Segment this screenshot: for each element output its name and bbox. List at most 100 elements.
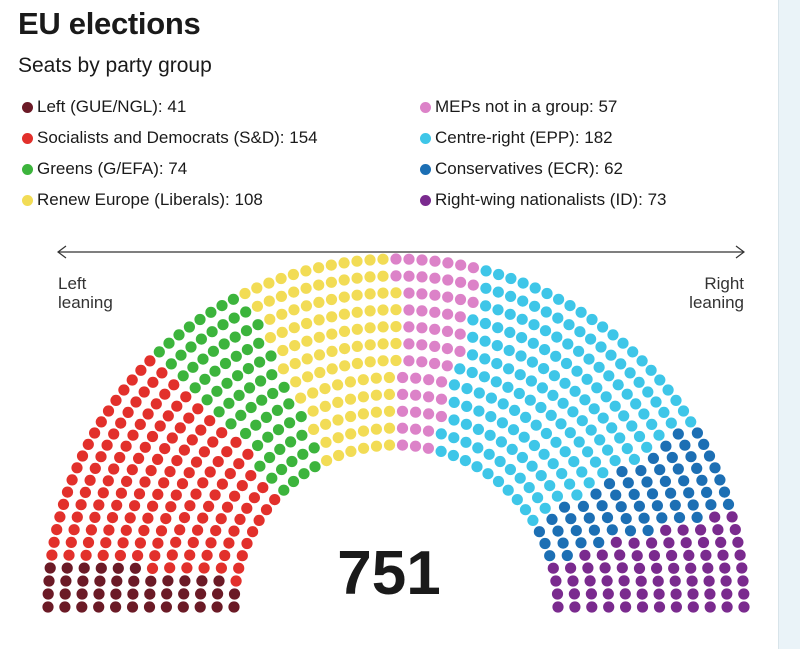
seat-dot xyxy=(435,445,447,457)
legend-swatch xyxy=(22,163,33,175)
seat-dot xyxy=(642,386,654,398)
seat-dot xyxy=(227,293,239,305)
seat-dot xyxy=(234,513,246,525)
seat-dot xyxy=(97,549,109,561)
seat-dot xyxy=(199,373,211,385)
seat-dot xyxy=(679,439,691,451)
seat-dot xyxy=(455,276,467,288)
seat-dot xyxy=(492,322,504,334)
seat-dot xyxy=(605,349,617,361)
legend-label: MEPs not in a group: 57 xyxy=(435,97,618,116)
seat-dot xyxy=(636,588,648,600)
seat-dot xyxy=(568,456,580,468)
seat-dot xyxy=(266,472,278,484)
seat-dot xyxy=(616,466,628,478)
seat-dot xyxy=(364,271,376,283)
seat-dot xyxy=(454,363,466,375)
seat-dot xyxy=(180,391,192,403)
seat-dot xyxy=(298,468,310,480)
seat-dot xyxy=(236,550,248,562)
seat-dot xyxy=(162,575,174,587)
seat-dot xyxy=(704,601,716,613)
seat-dot xyxy=(319,400,331,412)
seat-dot xyxy=(573,436,585,448)
seat-dot xyxy=(590,488,602,500)
seat-dot xyxy=(563,319,575,331)
seat-dot xyxy=(672,463,684,475)
seat-dot xyxy=(551,331,563,343)
seat-dot xyxy=(403,287,415,299)
seat-dot xyxy=(467,296,479,308)
seat-dot xyxy=(603,601,615,613)
seat-dot xyxy=(601,512,614,524)
seat-dot xyxy=(660,524,672,536)
seat-dot xyxy=(120,524,132,536)
seat-dot xyxy=(175,349,187,361)
seat-dot xyxy=(472,442,484,454)
seat-dot xyxy=(216,478,228,490)
seat-dot xyxy=(177,370,189,382)
axis-label-left-text: Left leaning xyxy=(58,274,113,312)
seat-dot xyxy=(528,319,540,331)
seat-dot xyxy=(584,575,596,587)
seat-dot xyxy=(276,463,288,476)
seat-dot xyxy=(441,325,454,337)
seat-dot xyxy=(565,513,577,525)
seat-dot xyxy=(480,300,492,312)
seat-dot xyxy=(606,422,618,434)
seat-dot xyxy=(448,396,460,408)
seat-dot xyxy=(377,355,389,367)
seat-dot xyxy=(144,588,156,600)
seat-dot xyxy=(269,494,281,506)
seat-dot xyxy=(422,442,434,454)
seat-dot xyxy=(144,355,156,367)
seat-dot xyxy=(403,321,415,333)
seat-dot xyxy=(656,512,668,524)
legend-item-greens: Greens (G/EFA): 74 xyxy=(22,159,187,179)
seat-dot xyxy=(491,340,503,352)
seat-dot xyxy=(44,562,56,574)
seat-dot xyxy=(152,453,164,465)
seat-dot xyxy=(535,401,547,414)
seat-dot xyxy=(485,392,497,404)
seat-dot xyxy=(447,449,459,462)
seat-dot xyxy=(560,357,573,370)
seat-dot xyxy=(111,499,123,511)
legend-swatch xyxy=(420,132,431,144)
seat-dot xyxy=(300,300,312,312)
seat-dot xyxy=(150,398,162,410)
seat-dot xyxy=(720,575,732,587)
seat-dot xyxy=(217,319,229,331)
seat-dot xyxy=(691,462,703,474)
seat-dot xyxy=(210,525,222,537)
seat-dot xyxy=(467,331,479,343)
seat-dot xyxy=(277,344,289,357)
seat-dot xyxy=(245,401,257,414)
seat-dot xyxy=(718,486,731,498)
seat-dot xyxy=(633,376,645,388)
seat-dot xyxy=(695,524,707,536)
seat-dot xyxy=(190,488,202,500)
seat-dot xyxy=(526,356,539,368)
seat-dot xyxy=(89,511,101,523)
seat-dot xyxy=(390,304,402,316)
seat-dot xyxy=(435,428,447,440)
seat-dot xyxy=(174,422,186,434)
seat-dot xyxy=(615,358,627,370)
seat-dot xyxy=(95,416,107,428)
seat-dot xyxy=(383,439,396,451)
seat-dot xyxy=(179,575,191,587)
seat-dot xyxy=(683,549,695,561)
seat-dot xyxy=(691,427,704,439)
seat-dot xyxy=(403,355,415,367)
seat-dot xyxy=(170,489,182,501)
seat-dot xyxy=(325,293,338,306)
seat-dot xyxy=(595,341,607,353)
seat-dot xyxy=(596,549,608,561)
seat-dot xyxy=(535,470,547,482)
seat-dot xyxy=(76,601,88,613)
seat-dot xyxy=(480,282,492,294)
seat-dot xyxy=(471,461,483,473)
seat-dot xyxy=(195,424,207,436)
seat-dot xyxy=(232,370,244,382)
